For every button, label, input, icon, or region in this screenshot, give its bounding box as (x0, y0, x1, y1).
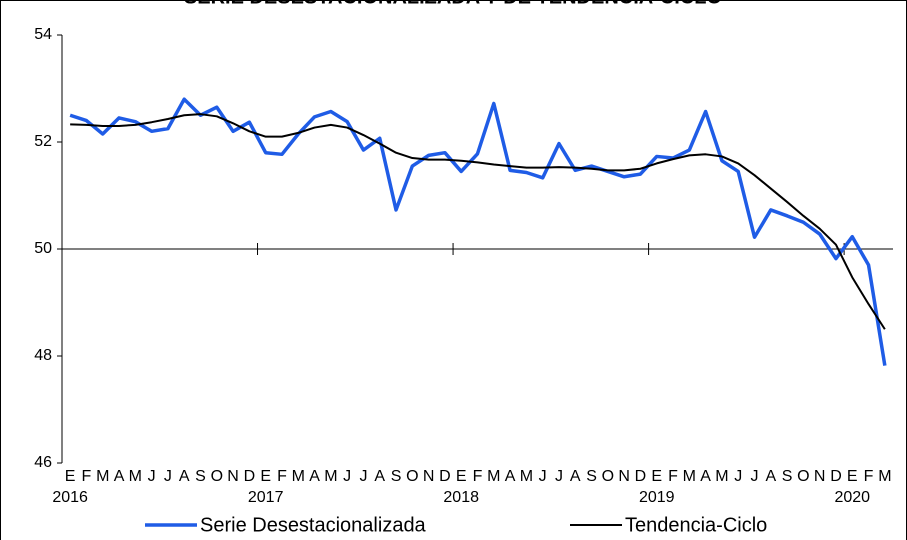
x-tick-label: J (164, 468, 172, 485)
x-tick-label: M (292, 468, 305, 485)
x-tick-label: A (700, 468, 711, 485)
x-tick-label: J (359, 468, 367, 485)
x-tick-label: A (179, 468, 190, 485)
x-tick-label: A (505, 468, 516, 485)
x-tick-label: E (456, 468, 467, 485)
x-tick-label: N (227, 468, 239, 485)
x-tick-label: N (814, 468, 826, 485)
y-tick-label: 54 (34, 26, 52, 43)
x-tick-label: A (765, 468, 776, 485)
x-tick-label: A (374, 468, 385, 485)
year-label: 2018 (443, 489, 479, 506)
x-tick-label: D (439, 468, 451, 485)
x-tick-label: E (260, 468, 271, 485)
x-tick-label: S (391, 468, 402, 485)
x-tick-label: A (114, 468, 125, 485)
x-tick-label: O (406, 468, 418, 485)
x-tick-label: M (324, 468, 337, 485)
year-label: 2019 (639, 489, 675, 506)
x-tick-label: A (570, 468, 581, 485)
series-line (70, 113, 886, 330)
x-tick-label: M (683, 468, 696, 485)
x-tick-label: M (96, 468, 109, 485)
y-tick-label: 46 (34, 454, 52, 471)
x-tick-label: J (148, 468, 156, 485)
y-tick-label: 52 (34, 133, 52, 150)
x-tick-label: F (864, 468, 874, 485)
year-label: 2020 (834, 489, 870, 506)
x-tick-label: N (423, 468, 435, 485)
y-tick-label: 48 (34, 347, 52, 364)
x-tick-label: J (555, 468, 563, 485)
x-tick-label: M (520, 468, 533, 485)
x-tick-label: F (82, 468, 92, 485)
x-tick-label: M (487, 468, 500, 485)
year-label: 2016 (52, 489, 88, 506)
x-tick-label: S (586, 468, 597, 485)
x-tick-label: F (277, 468, 287, 485)
x-tick-label: O (602, 468, 614, 485)
x-tick-label: D (635, 468, 647, 485)
x-tick-label: F (668, 468, 678, 485)
x-tick-label: D (244, 468, 256, 485)
x-tick-label: M (129, 468, 142, 485)
y-tick-label: 50 (34, 240, 52, 257)
x-tick-label: O (211, 468, 223, 485)
x-tick-label: D (830, 468, 842, 485)
x-tick-label: M (715, 468, 728, 485)
x-tick-label: N (618, 468, 630, 485)
x-tick-label: E (651, 468, 662, 485)
x-tick-label: O (797, 468, 809, 485)
x-tick-label: J (751, 468, 759, 485)
x-tick-label: J (343, 468, 351, 485)
x-tick-label: J (539, 468, 547, 485)
series-line (69, 97, 887, 366)
x-tick-label: S (195, 468, 206, 485)
year-label: 2017 (248, 489, 284, 506)
chart-title: SERIE DESESTACIONALIZADA Y DE TENDENCIA-… (184, 0, 722, 8)
legend-label: Serie Desestacionalizada (200, 514, 427, 536)
x-tick-label: M (878, 468, 891, 485)
x-tick-label: F (473, 468, 483, 485)
x-tick-label: J (734, 468, 742, 485)
x-tick-label: A (309, 468, 320, 485)
x-tick-label: E (65, 468, 76, 485)
x-tick-label: E (847, 468, 858, 485)
legend-label: Tendencia-Ciclo (625, 514, 767, 536)
x-tick-label: S (782, 468, 793, 485)
